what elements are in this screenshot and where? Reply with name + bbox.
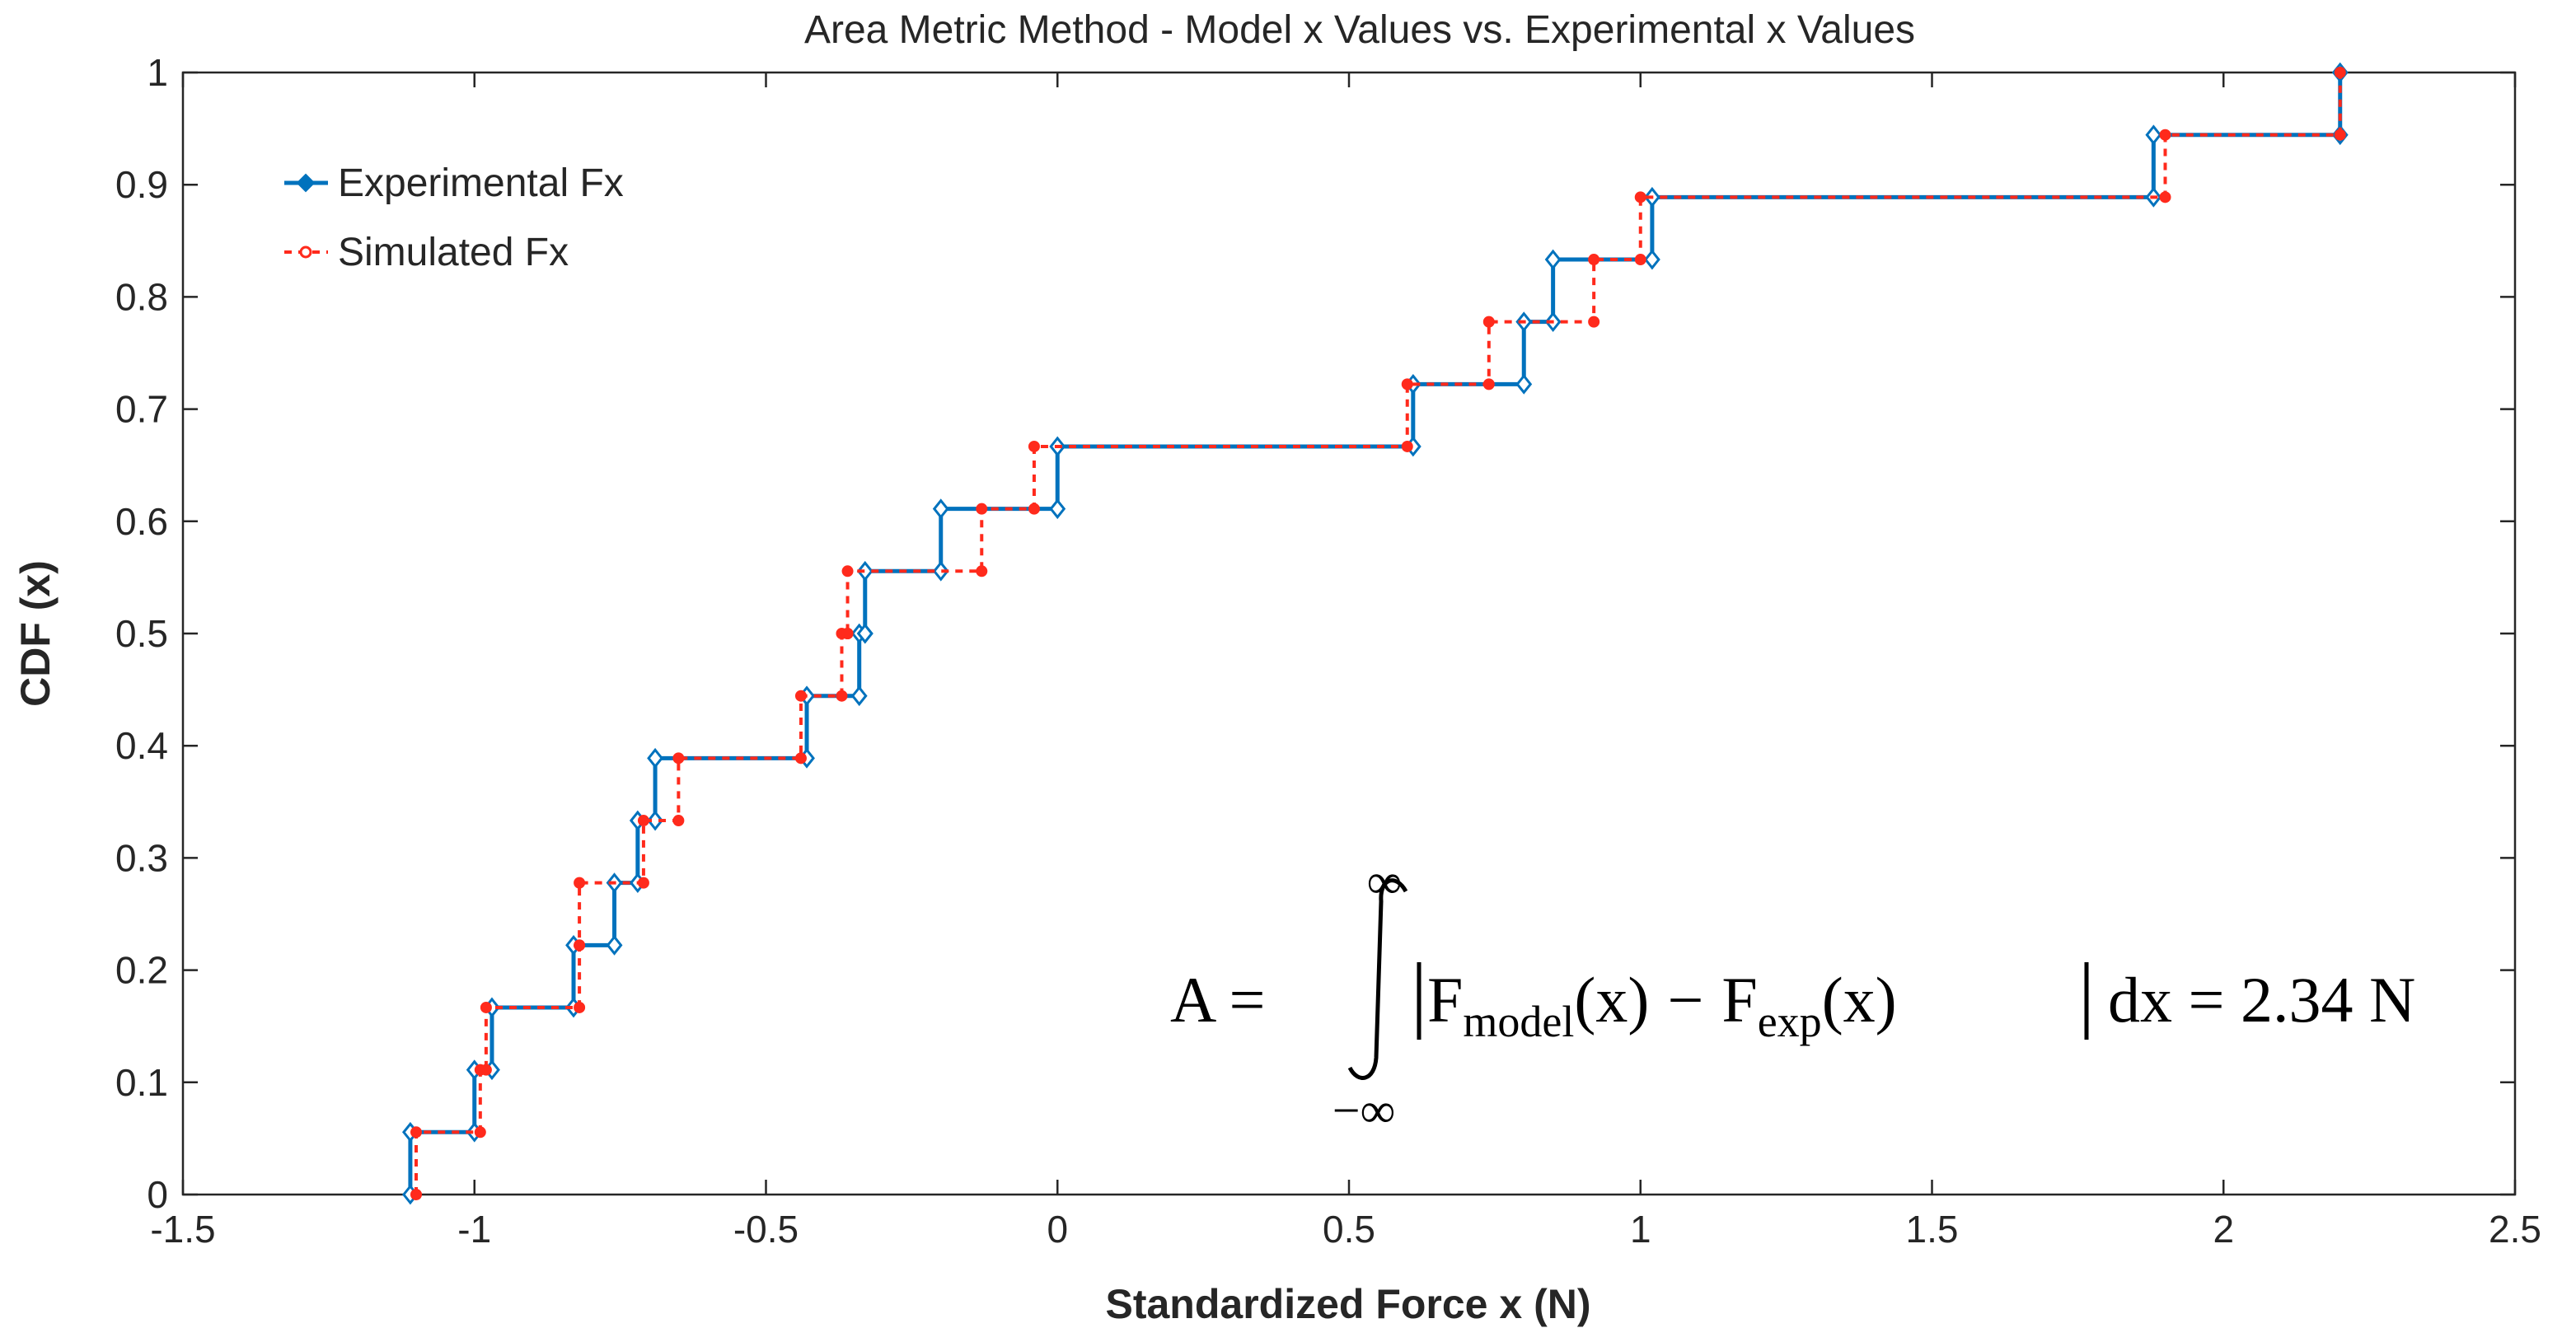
data-point-simulated <box>2159 191 2171 203</box>
axis-ticks: -1.5 -1 -0.5 0 0.5 1 1.5 2 2.5 0 0.1 0.2 0.3 0.4 0.5 0.… <box>115 51 2541 1251</box>
data-point-simulated <box>841 628 854 639</box>
data-point-simulated <box>976 503 988 515</box>
x-tick-label: 1.5 <box>1906 1208 1959 1251</box>
f-exp-symbol: F <box>1721 964 1757 1036</box>
data-point-simulated <box>794 690 807 702</box>
data-point-experimental <box>932 498 949 520</box>
data-point-simulated <box>836 690 848 702</box>
f-model-argument: (x) <box>1574 964 1649 1036</box>
data-point-simulated <box>794 752 807 765</box>
data-point-simulated <box>1634 254 1646 266</box>
data-point-simulated <box>2334 67 2346 78</box>
x-tick-label: 1 <box>1630 1208 1651 1251</box>
f-model-symbol: F <box>1427 964 1463 1036</box>
data-point-simulated <box>410 1126 422 1139</box>
y-tick-label: 1 <box>147 51 168 94</box>
data-point-simulated <box>480 1064 492 1076</box>
x-tick-label: 0.5 <box>1323 1208 1375 1251</box>
integral-lower-limit: −∞ <box>1332 1083 1396 1138</box>
y-tick-label: 0.7 <box>115 388 168 431</box>
data-point-experimental <box>2145 124 2162 146</box>
y-tick-label: 0.2 <box>115 949 168 992</box>
data-point-simulated <box>1482 316 1495 328</box>
x-tick-label: 2 <box>2213 1208 2234 1251</box>
legend: Experimental Fx Simulated Fx <box>284 161 624 274</box>
y-tick-label: 0 <box>147 1173 168 1216</box>
data-point-simulated <box>1401 440 1413 452</box>
data-point-simulated <box>1634 191 1646 203</box>
equation-lhs: A = <box>1170 964 1266 1036</box>
y-tick-label: 0.4 <box>115 724 168 767</box>
equation-body: Fmodel(x) − Fexp(x) <box>1427 964 1897 1046</box>
data-point-simulated <box>480 1001 492 1013</box>
x-tick-label: -1 <box>457 1208 491 1251</box>
y-tick-label: 0.5 <box>115 612 168 655</box>
data-point-simulated <box>574 939 586 952</box>
data-point-experimental <box>1515 373 1533 395</box>
minus-sign: − <box>1667 964 1703 1036</box>
data-point-experimental <box>647 810 663 831</box>
x-tick-label: 2.5 <box>2489 1208 2541 1251</box>
y-tick-label: 0.6 <box>115 500 168 543</box>
data-point-simulated <box>474 1126 486 1139</box>
integral-sign <box>1347 878 1408 1080</box>
y-tick-label: 0.1 <box>115 1061 168 1104</box>
legend-label-experimental: Experimental Fx <box>338 161 624 205</box>
data-point-simulated <box>1028 440 1040 452</box>
data-point-simulated <box>841 565 854 577</box>
data-point-experimental <box>1049 498 1066 520</box>
data-point-experimental <box>647 747 663 769</box>
f-exp-subscript: exp <box>1758 997 1822 1046</box>
x-axis-label: Standardized Force x (N) <box>1106 1281 1591 1327</box>
data-point-experimental <box>932 560 949 582</box>
x-tick-label: -1.5 <box>150 1208 215 1251</box>
f-model-subscript: model <box>1463 997 1574 1046</box>
data-point-simulated <box>637 815 649 827</box>
legend-marker-experimental <box>296 173 316 193</box>
y-axis-label: CDF (x) <box>12 560 59 707</box>
data-point-simulated <box>1028 503 1040 515</box>
data-point-simulated <box>672 815 685 827</box>
area-metric-equation: A = ∞ −∞ Fmodel(x) − Fexp(x) dx = 2.34 N <box>1170 854 2415 1138</box>
data-point-simulated <box>637 877 649 889</box>
data-point-experimental <box>850 685 868 707</box>
f-exp-argument: (x) <box>1822 964 1897 1036</box>
data-point-simulated <box>410 1189 422 1200</box>
data-point-simulated <box>672 752 685 765</box>
data-point-simulated <box>2334 129 2346 141</box>
data-point-simulated <box>1401 378 1413 390</box>
legend-marker-simulated <box>299 245 312 259</box>
data-point-experimental <box>1643 249 1660 270</box>
equation-tail: dx = 2.34 N <box>2108 964 2415 1036</box>
y-tick-label: 0.8 <box>115 275 168 318</box>
data-point-experimental <box>856 560 873 582</box>
data-point-simulated <box>1588 254 1600 266</box>
data-point-simulated <box>1588 316 1600 328</box>
data-point-simulated <box>976 565 988 577</box>
chart-title: Area Metric Method - Model x Values vs. … <box>804 8 1915 52</box>
y-tick-label: 0.3 <box>115 836 168 879</box>
x-tick-label: 0 <box>1047 1208 1068 1251</box>
y-tick-label: 0.9 <box>115 163 168 206</box>
data-point-experimental <box>856 623 873 644</box>
data-point-simulated <box>574 1001 586 1013</box>
data-point-simulated <box>2159 129 2171 141</box>
legend-label-simulated: Simulated Fx <box>338 231 569 274</box>
data-point-simulated <box>1482 378 1495 390</box>
x-tick-label: -0.5 <box>733 1208 799 1251</box>
data-point-experimental <box>1544 249 1562 270</box>
data-point-experimental <box>606 934 623 956</box>
data-series <box>402 62 2349 1205</box>
data-point-simulated <box>574 877 586 889</box>
